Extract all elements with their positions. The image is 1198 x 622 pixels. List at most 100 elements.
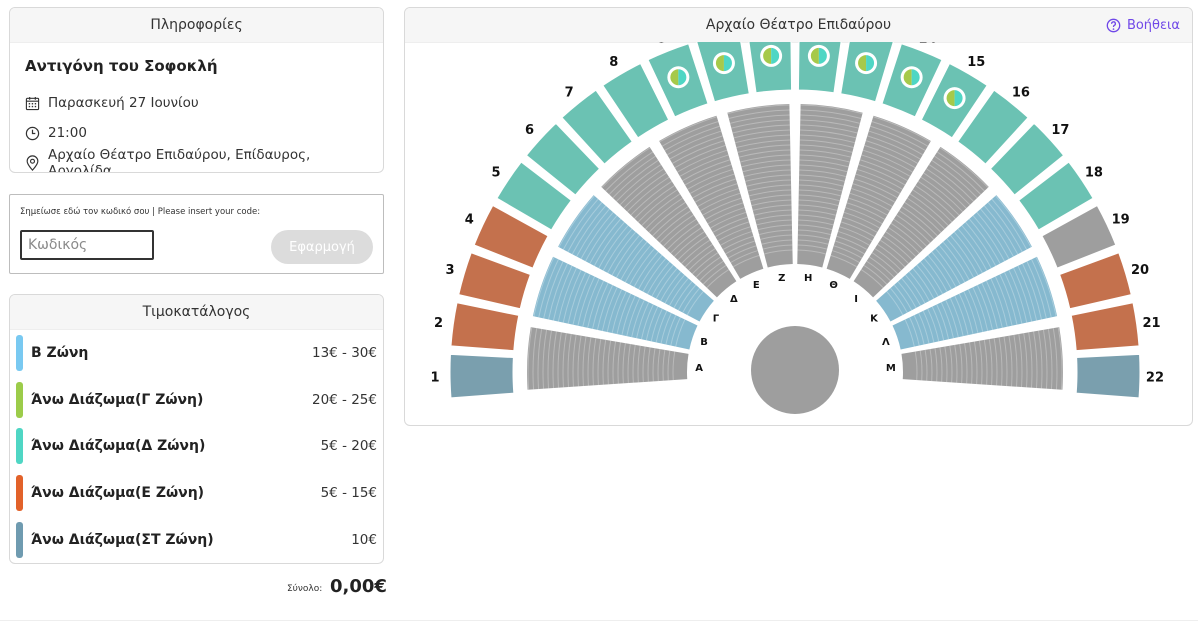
upper-section-21[interactable]: 21: [1070, 302, 1161, 352]
upper-section-label: 17: [1051, 123, 1069, 138]
lower-section-Δ[interactable]: Δ: [601, 146, 738, 305]
lower-section-Κ[interactable]: Κ: [870, 195, 1032, 325]
price-tier-badge[interactable]: [900, 66, 923, 89]
lower-section-shape[interactable]: [826, 115, 931, 279]
price-zone-name: Άνω Διάζωμα(Γ Ζώνη): [31, 391, 204, 408]
seat-row: [908, 271, 930, 302]
theatre-seating-map[interactable]: ΑΒΓΔΕΖΗΘΙΚΛΜ1234567891011121314151617181…: [405, 42, 1193, 426]
price-item[interactable]: Άνω Διάζωμα(Δ Ζώνη) 5€ - 20€: [10, 423, 383, 470]
seat-row: [901, 277, 921, 306]
promo-code-input[interactable]: [20, 230, 154, 260]
upper-section-shape[interactable]: [561, 89, 633, 165]
seat-row: [800, 104, 863, 115]
lower-section-shape[interactable]: [558, 195, 714, 322]
upper-section-4[interactable]: 4: [465, 204, 549, 269]
upper-section-5[interactable]: 5: [492, 161, 572, 231]
upper-section-shape[interactable]: [602, 62, 670, 139]
upper-section-2[interactable]: 2: [434, 302, 520, 352]
upper-section-shape[interactable]: [989, 122, 1065, 196]
seat-row: [733, 129, 790, 139]
upper-section-12[interactable]: 12: [797, 42, 842, 94]
lower-section-shape[interactable]: [727, 104, 793, 268]
upper-section-10[interactable]: 10: [696, 42, 750, 103]
seat-row: [752, 204, 792, 211]
lower-section-Α[interactable]: Α: [527, 327, 703, 390]
upper-section-shape[interactable]: [1070, 302, 1140, 352]
price-tier-badge[interactable]: [760, 44, 783, 67]
upper-section-shape[interactable]: [1018, 161, 1094, 231]
apply-code-button[interactable]: Εφαρμογή: [271, 230, 373, 264]
upper-section-label: 16: [1012, 86, 1030, 101]
lower-section-shape[interactable]: [527, 327, 689, 390]
lower-section-shape[interactable]: [901, 327, 1063, 390]
upper-section-19[interactable]: 19: [1041, 204, 1130, 269]
upper-section-11[interactable]: 11: [747, 42, 793, 94]
upper-section-shape[interactable]: [1058, 252, 1132, 310]
seat-row: [637, 189, 678, 223]
upper-section-17[interactable]: 17: [989, 122, 1069, 196]
seat-row: [747, 184, 792, 192]
price-tier-badge[interactable]: [943, 87, 966, 110]
seat-row: [630, 180, 673, 216]
lower-section-shape[interactable]: [892, 256, 1058, 350]
price-tier-badge[interactable]: [855, 52, 878, 75]
upper-section-shape[interactable]: [450, 302, 520, 352]
upper-section-15[interactable]: 15: [920, 55, 988, 139]
price-tier-badge[interactable]: [807, 44, 830, 67]
seat-row: [896, 214, 931, 244]
price-item[interactable]: Άνω Διάζωμα(ΣΤ Ζώνη) 10€: [10, 516, 383, 563]
lower-section-shape[interactable]: [853, 146, 989, 298]
upper-section-16[interactable]: 16: [957, 86, 1030, 165]
seat-row: [834, 240, 865, 255]
upper-section-shape[interactable]: [473, 204, 549, 269]
upper-section-shape[interactable]: [957, 89, 1029, 165]
upper-section-shape[interactable]: [1075, 353, 1141, 399]
lower-section-Η[interactable]: Η: [797, 104, 863, 284]
lower-section-Β[interactable]: Β: [532, 256, 708, 350]
lower-section-label: Ζ: [778, 273, 785, 284]
price-tier-badge[interactable]: [667, 66, 690, 89]
upper-section-13[interactable]: 13: [840, 42, 894, 103]
seat-row: [527, 327, 533, 390]
lower-section-Γ[interactable]: Γ: [558, 195, 720, 325]
lower-section-Θ[interactable]: Θ: [826, 115, 931, 291]
upper-section-9[interactable]: 9: [647, 42, 709, 118]
upper-section-shape[interactable]: [525, 122, 601, 196]
lower-section-shape[interactable]: [532, 256, 698, 350]
lower-section-shape[interactable]: [659, 115, 764, 279]
price-tier-badge[interactable]: [712, 52, 735, 75]
lower-section-shape[interactable]: [797, 104, 863, 268]
seat-row: [621, 295, 636, 336]
upper-section-14[interactable]: 14: [881, 42, 943, 118]
price-item[interactable]: Άνω Διάζωμα(Ε Ζώνη) 5€ - 15€: [10, 470, 383, 517]
seat-row: [593, 221, 625, 267]
upper-section-18[interactable]: 18: [1018, 161, 1103, 231]
lower-section-Ζ[interactable]: Ζ: [727, 104, 793, 284]
upper-section-22[interactable]: 22: [1075, 353, 1164, 399]
lower-section-Ε[interactable]: Ε: [659, 115, 764, 291]
seat-row: [626, 297, 641, 337]
lower-section-shape[interactable]: [601, 146, 737, 298]
lower-section-Μ[interactable]: Μ: [886, 327, 1063, 390]
upper-section-shape[interactable]: [458, 252, 532, 310]
seat-row: [552, 331, 557, 389]
lower-section-Λ[interactable]: Λ: [882, 256, 1058, 350]
seat-row: [652, 206, 689, 237]
upper-section-shape[interactable]: [1041, 204, 1117, 269]
upper-section-7[interactable]: 7: [561, 86, 633, 165]
help-link[interactable]: Βοήθεια: [1106, 8, 1180, 42]
upper-section-20[interactable]: 20: [1058, 252, 1149, 310]
price-item[interactable]: Άνω Διάζωμα(Γ Ζώνη) 20€ - 25€: [10, 377, 383, 424]
upper-section-1[interactable]: 1: [431, 353, 515, 399]
lower-section-Ι[interactable]: Ι: [853, 146, 989, 305]
seat-row: [905, 274, 926, 304]
upper-section-shape[interactable]: [496, 161, 572, 231]
upper-section-8[interactable]: 8: [602, 55, 670, 139]
lower-section-shape[interactable]: [876, 195, 1032, 322]
price-item[interactable]: Β Ζώνη 13€ - 30€: [10, 330, 383, 377]
seat-row: [624, 244, 652, 283]
upper-section-3[interactable]: 3: [445, 252, 532, 310]
upper-section-6[interactable]: 6: [525, 122, 601, 196]
seat-row: [764, 249, 793, 255]
upper-section-shape[interactable]: [449, 353, 515, 399]
